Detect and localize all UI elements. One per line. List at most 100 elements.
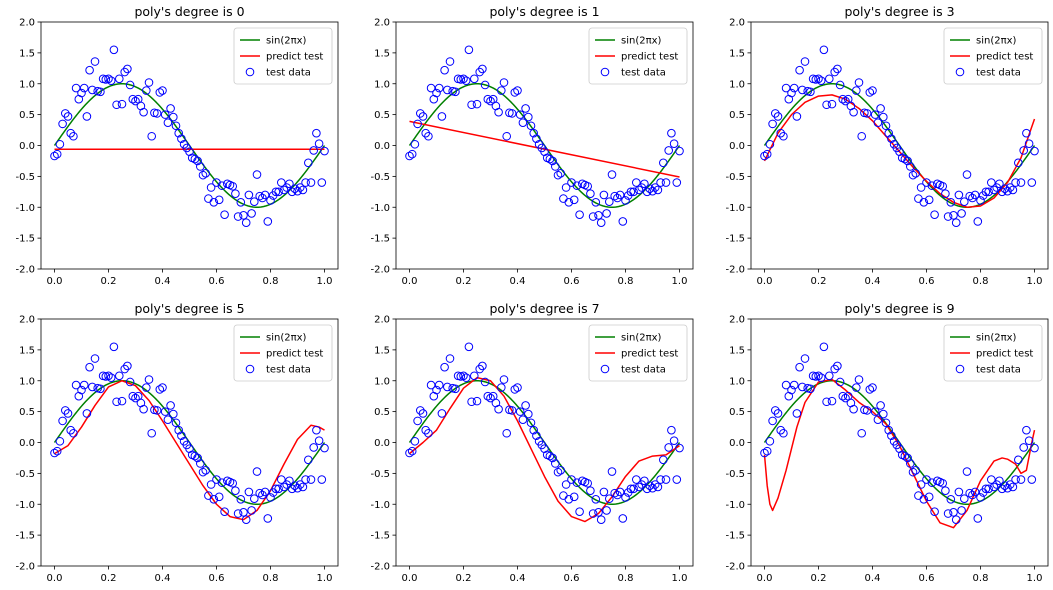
data-point xyxy=(792,112,802,121)
data-point xyxy=(661,475,671,484)
y-tick-label: -2.0 xyxy=(370,265,390,276)
data-point xyxy=(970,487,980,497)
data-point xyxy=(908,467,918,477)
y-tick-label: 2.0 xyxy=(374,315,390,326)
data-point xyxy=(949,210,958,220)
data-point xyxy=(228,181,237,191)
data-point xyxy=(166,104,175,113)
data-point xyxy=(139,404,148,414)
x-tick-label: 0.4 xyxy=(155,276,171,287)
data-point xyxy=(117,396,127,406)
data-point xyxy=(927,181,937,190)
data-point xyxy=(418,112,428,121)
y-tick-label: -0.5 xyxy=(725,469,745,480)
axes-frame xyxy=(395,21,694,270)
data-point xyxy=(1030,146,1039,156)
y-tick-label: -2.0 xyxy=(15,562,35,573)
data-point xyxy=(69,428,78,438)
data-point xyxy=(640,179,649,189)
data-point xyxy=(906,459,915,468)
x-tick-label: 0.6 xyxy=(919,276,935,287)
y-tick-label: -2.0 xyxy=(15,265,35,276)
data-point xyxy=(865,88,875,97)
data-point xyxy=(507,406,517,415)
data-point xyxy=(870,407,880,416)
data-point xyxy=(309,146,319,155)
legend-swatch-marker xyxy=(245,364,255,374)
data-point xyxy=(607,170,617,179)
data-point xyxy=(825,74,834,84)
data-point xyxy=(79,83,89,93)
data-point xyxy=(989,482,999,492)
data-point xyxy=(497,383,506,392)
data-point xyxy=(951,515,961,524)
data-point xyxy=(968,490,977,500)
axes-frame xyxy=(40,21,339,270)
data-point xyxy=(995,179,1004,189)
data-point xyxy=(575,210,584,219)
data-point xyxy=(480,377,490,387)
y-tick-label: 0.5 xyxy=(19,407,35,418)
data-point xyxy=(66,425,75,435)
data-point xyxy=(569,492,579,502)
legend-label: test data xyxy=(266,68,311,79)
data-point xyxy=(63,112,73,121)
data-point xyxy=(279,482,289,492)
data-point xyxy=(629,187,638,197)
data-point xyxy=(841,393,850,403)
legend-box xyxy=(233,27,333,85)
data-point xyxy=(298,482,308,492)
x-tick-label: 0.0 xyxy=(757,573,773,584)
data-point xyxy=(220,507,229,516)
data-point xyxy=(548,156,557,166)
data-point xyxy=(586,486,595,495)
data-point xyxy=(285,179,294,189)
data-point xyxy=(250,197,259,206)
data-point xyxy=(196,459,205,468)
data-point xyxy=(290,481,300,491)
data-point xyxy=(776,425,786,435)
legend-label: sin(2πx) xyxy=(266,36,307,47)
data-point xyxy=(128,94,138,104)
data-point xyxy=(451,384,460,394)
data-point xyxy=(410,139,420,149)
data-point xyxy=(634,482,644,492)
data-point xyxy=(451,87,460,97)
y-tick-label: 0.0 xyxy=(729,141,745,152)
data-point xyxy=(987,475,996,484)
data-point xyxy=(499,375,509,384)
data-point xyxy=(938,181,948,191)
data-point xyxy=(125,80,135,90)
data-point xyxy=(830,364,840,374)
axes-frame xyxy=(750,21,1049,270)
data-point xyxy=(854,78,864,87)
y-tick-label: -0.5 xyxy=(15,469,35,480)
data-point xyxy=(762,446,772,456)
data-point xyxy=(618,514,628,523)
data-point xyxy=(664,443,674,452)
data-point xyxy=(610,191,620,201)
data-point xyxy=(258,490,267,500)
data-point xyxy=(298,185,308,195)
data-point xyxy=(816,76,826,85)
y-tick-label: 0.0 xyxy=(19,141,35,152)
data-point xyxy=(640,476,649,486)
data-point xyxy=(672,475,682,484)
data-point xyxy=(792,409,802,418)
data-point xyxy=(800,354,810,363)
data-point xyxy=(879,112,888,122)
data-point xyxy=(236,495,246,504)
data-point xyxy=(572,181,582,190)
data-point xyxy=(987,178,996,187)
data-point xyxy=(976,493,985,502)
y-tick-label: -2.0 xyxy=(725,562,745,573)
data-point xyxy=(304,455,313,465)
data-point xyxy=(773,112,783,121)
data-point xyxy=(868,383,877,392)
data-point xyxy=(667,128,676,138)
y-tick-label: 0.0 xyxy=(729,438,745,449)
data-point xyxy=(255,191,265,201)
data-point xyxy=(112,397,121,407)
data-point xyxy=(841,96,850,106)
data-point xyxy=(478,361,487,371)
